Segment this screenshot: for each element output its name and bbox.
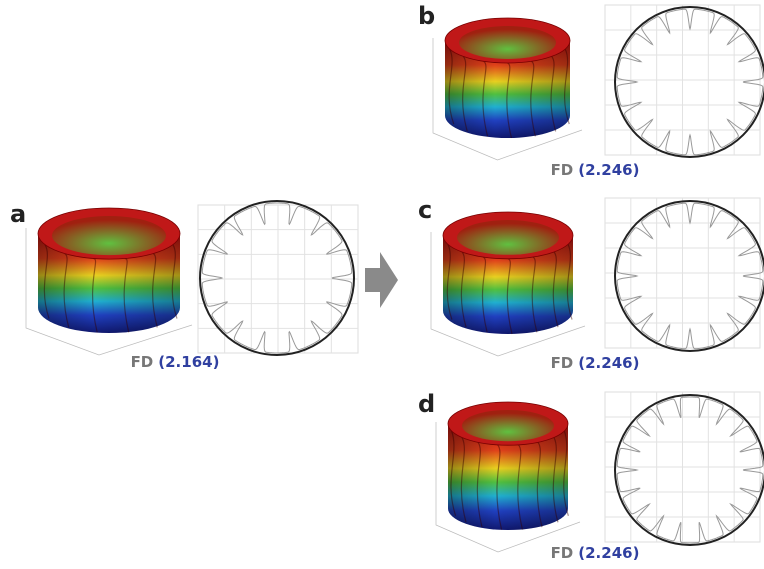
cylinder-inner — [462, 410, 554, 441]
fd-value: (2.246) — [578, 544, 639, 562]
tooth-profile — [617, 9, 763, 155]
cylinder-inner — [459, 26, 556, 59]
cross-section-plot — [605, 392, 764, 545]
panel: b FD(2.246) — [418, 2, 764, 179]
tooth-profile — [617, 397, 763, 543]
fd-value: (2.246) — [578, 161, 639, 179]
panel: a FD(2.164) — [10, 200, 358, 371]
panel: d FD(2.246) — [418, 390, 764, 562]
fd-name: FD — [551, 354, 574, 372]
panel-label: d — [418, 390, 435, 418]
fd-label: FD(2.164) — [131, 353, 220, 371]
cylinder-inner — [52, 216, 166, 255]
figure: aFD(2.164)bFD(2.246)cFD(2.246)dFD(2.246) — [0, 0, 764, 569]
fd-name: FD — [551, 544, 574, 562]
fd-value: (2.246) — [578, 354, 639, 372]
cross-section-plot — [198, 201, 358, 355]
fd-value: (2.164) — [158, 353, 219, 371]
panel-label: c — [418, 196, 432, 224]
cross-section-plot — [605, 198, 764, 351]
panel-label: a — [10, 200, 26, 228]
cross-section-plot — [605, 5, 764, 157]
fd-label: FD(2.246) — [551, 354, 640, 372]
fd-label: FD(2.246) — [551, 161, 640, 179]
cylinder-inner — [457, 220, 559, 255]
panel: c FD(2.246) — [418, 196, 764, 372]
fd-label: FD(2.246) — [551, 544, 640, 562]
fd-name: FD — [131, 353, 154, 371]
tooth-profile — [617, 203, 763, 349]
arrow — [365, 252, 398, 308]
fd-name: FD — [551, 161, 574, 179]
panel-label: b — [418, 2, 435, 30]
